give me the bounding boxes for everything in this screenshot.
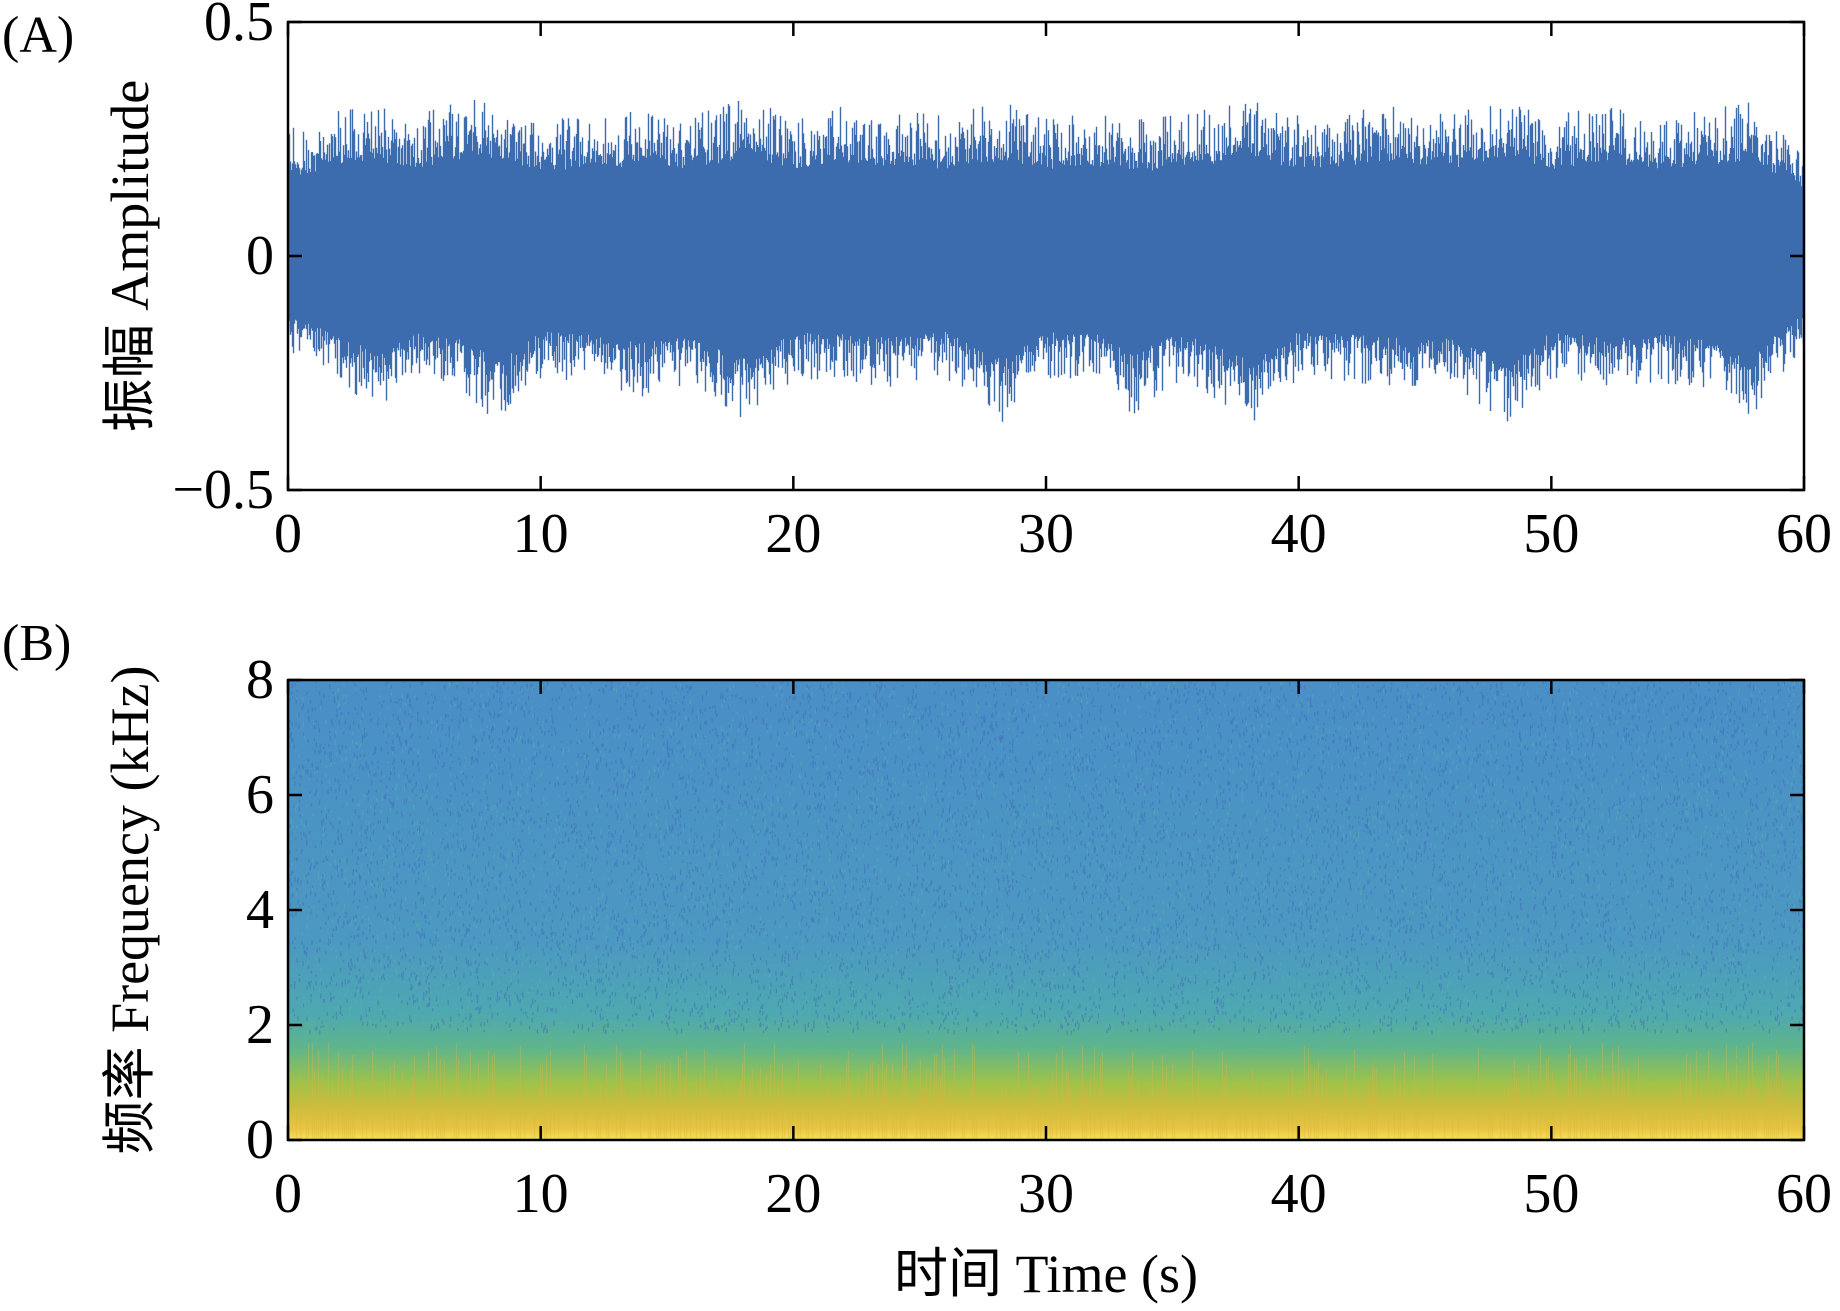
panel-b-ytick-label: 6 — [246, 764, 274, 826]
panel-a-ytick-label: 0.5 — [204, 0, 274, 53]
panel-a-ticks: 0 10 20 30 40 50 60−0.500.5 — [172, 0, 1832, 565]
panel-b-xtick-label: 60 — [1776, 1163, 1832, 1225]
panel-a-xtick-label: 30 — [1018, 503, 1074, 565]
panel-a-xtick-label: 40 — [1271, 503, 1327, 565]
waveform-series — [288, 100, 1804, 422]
panel-b-ytick-label: 4 — [246, 879, 274, 941]
panel-a-xtick-label: 10 — [513, 503, 569, 565]
panel-b-xlabel: 时间 Time (s) — [894, 1244, 1198, 1304]
panel-b: (B) 0 10 20 30 40 50 60 0 2 4 6 8 频率 Frequency (kHz… — [2, 615, 1832, 1304]
panel-a-xtick-label: 20 — [765, 503, 821, 565]
panel-b-xtick-label: 20 — [765, 1163, 821, 1225]
panel-a-xtick-label: 60 — [1776, 503, 1832, 565]
panel-a-ylabel: 振幅 Amplitude — [100, 80, 160, 432]
panel-a: (A) 0 10 20 30 40 50 60−0.500.5 振幅 Amplitude — [2, 0, 1832, 565]
spectrogram-texture — [288, 680, 1804, 1140]
panel-b-xtick-label: 0 — [274, 1163, 302, 1225]
panel-a-ytick-label: 0 — [246, 225, 274, 287]
spectrogram-speckle — [288, 680, 1804, 1036]
panel-a-xtick-label: 0 — [274, 503, 302, 565]
panel-b-label: (B) — [2, 615, 71, 672]
panel-b-ylabel: 频率 Frequency (kHz) — [100, 666, 160, 1155]
spectrogram — [288, 680, 1804, 1140]
panel-b-xtick-label: 50 — [1523, 1163, 1579, 1225]
panel-a-label: (A) — [2, 7, 74, 64]
spectrogram-low-band-streaks — [295, 1042, 1804, 1140]
panel-b-xtick-label: 40 — [1271, 1163, 1327, 1225]
panel-b-xtick-label: 10 — [513, 1163, 569, 1225]
panel-b-xtick-label: 30 — [1018, 1163, 1074, 1225]
panel-a-ytick-label: −0.5 — [172, 459, 274, 521]
panel-b-ytick-label: 0 — [246, 1109, 274, 1171]
panel-b-ticks: 0 10 20 30 40 50 60 0 2 4 6 8 — [246, 649, 1832, 1225]
panel-b-ytick-label: 2 — [246, 994, 274, 1056]
spectrogram-base — [288, 680, 1804, 1140]
waveform-trace — [288, 100, 1804, 422]
panel-a-xtick-label: 50 — [1523, 503, 1579, 565]
panel-b-ytick-label: 8 — [246, 649, 274, 711]
